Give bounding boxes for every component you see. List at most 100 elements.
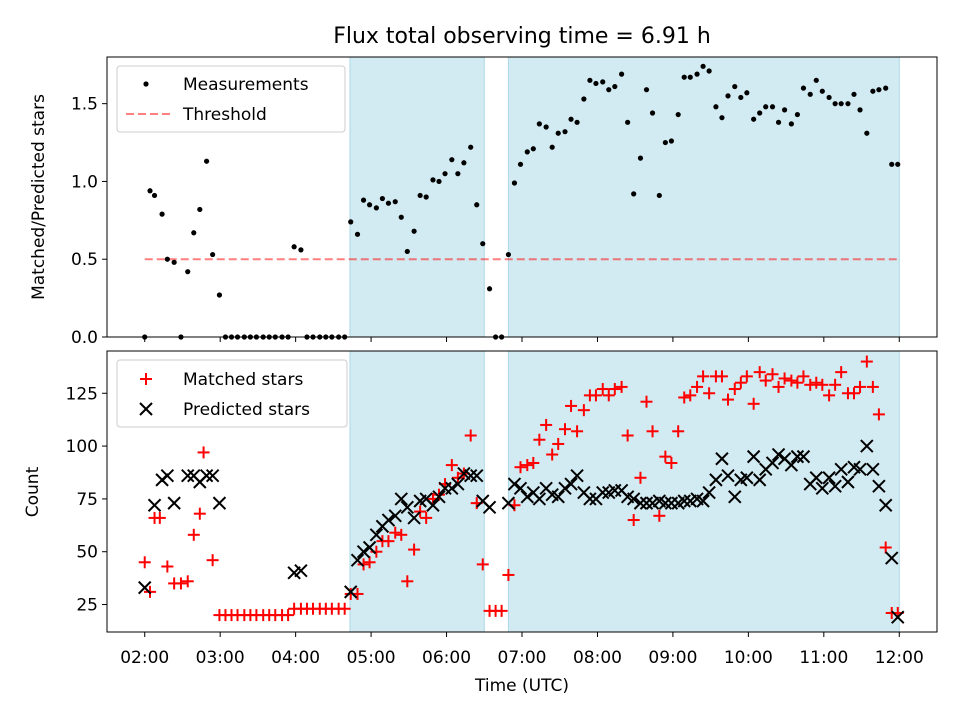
predicted-star-point [596,485,610,500]
predicted-star-point [715,452,729,466]
measurement-point [775,119,782,125]
predicted-star-point [790,449,805,464]
predicted-star-point [551,490,565,504]
measurement-point [298,247,304,253]
matched-star-point [420,511,433,524]
predicted-star-point [147,498,162,512]
predicted-star-point [451,477,465,491]
measurement-point [587,77,593,83]
measurement-point [151,192,158,199]
top-panel-ratio: 0.0 0.5 1.0 1.5 Matched/Predicted stars Mea… [29,56,938,348]
predicted-star-point [520,490,534,504]
measurement-point [819,88,825,94]
matched-star-point [810,376,823,389]
matched-star-point [187,528,200,541]
measurement-point [889,161,895,167]
measurement-point [876,87,882,93]
measurement-point [612,83,618,90]
measurement-point [216,292,223,298]
matched-star-point [464,429,477,442]
measurement-point [511,180,518,186]
matched-star-point [791,376,804,389]
measurement-point [423,194,429,200]
measurement-point [593,80,599,87]
matched-star-point [433,488,445,501]
bottom-panel-counts: 25 50 75 100 125 02:00 03:00 04:00 05:00 06:00 07:… [23,350,938,696]
measurement-point [480,241,486,247]
measurement-point [348,219,354,225]
y-tick-label: 125 [66,384,98,404]
legend-threshold-label: Threshold [182,105,267,125]
measurement-point [738,94,744,101]
matched-star-point [389,526,402,539]
matched-star-point [678,391,691,404]
measurement-point [524,149,530,155]
matched-star-point [476,558,489,571]
matched-star-point [734,376,747,389]
predicted-star-point [482,500,497,515]
measurement-point [800,85,807,91]
predicted-star-point [388,509,402,523]
measurement-point [713,104,719,110]
measurement-point [883,85,889,91]
measurement-point [517,161,524,167]
x-tick-label: 11:00 [799,648,848,668]
predicted-star-point [138,580,152,595]
measurement-point [857,107,863,113]
predicted-star-point [752,473,767,487]
measurement-point [845,101,851,107]
predicted-star-point [771,447,786,462]
predicted-star-point [356,545,371,559]
predicted-star-point [394,492,408,506]
matched-star-point [829,378,842,391]
measurement-point [681,74,687,80]
predicted-star-point [796,449,811,464]
predicted-star-point [205,468,220,483]
measurement-point [763,104,769,110]
predicted-star-point [872,479,886,493]
matched-star-point [596,383,609,396]
measurement-point [474,202,480,208]
matched-star-point [759,374,772,387]
measurement-point [147,188,153,194]
matched-star-point [860,355,873,368]
measurement-point [185,269,191,275]
predicted-star-point [815,481,830,496]
predicted-star-point [822,471,836,485]
matched-star-point [872,408,885,421]
measurement-point [694,71,700,77]
measurement-point [291,244,297,250]
matched-star-point [357,558,370,571]
observing-window-1 [349,350,485,633]
measurement-point [769,104,776,110]
measurement-point [606,87,612,93]
predicted-star-point [834,462,848,477]
measurement-point [398,214,404,220]
predicted-star-point [344,585,358,599]
measurement-point [631,191,637,197]
matched-star-point [514,461,527,474]
measurement-point [675,111,681,118]
matched-star-point [640,395,653,408]
chart-title: Flux total observing time = 6.91 h [333,24,711,49]
measurement-point [417,192,423,199]
measurement-point [706,68,712,74]
matched-star-point [866,380,879,393]
measurement-point [600,79,606,85]
x-tick-label: 04:00 [271,648,320,668]
matched-star-point [565,399,578,412]
measurement-point [870,88,876,94]
predicted-star-point [532,492,547,506]
predicted-star-point [639,496,654,510]
measurement-point [864,130,870,136]
predicted-star-point [507,477,522,491]
predicted-star-point [860,439,874,453]
predicted-star-point [426,498,440,512]
predicted-star-point [407,511,421,525]
predicted-star-point [463,468,478,483]
measurement-point [781,107,788,113]
matched-star-point [672,425,685,438]
matched-star-point [879,541,892,554]
predicted-star-point [570,468,584,483]
